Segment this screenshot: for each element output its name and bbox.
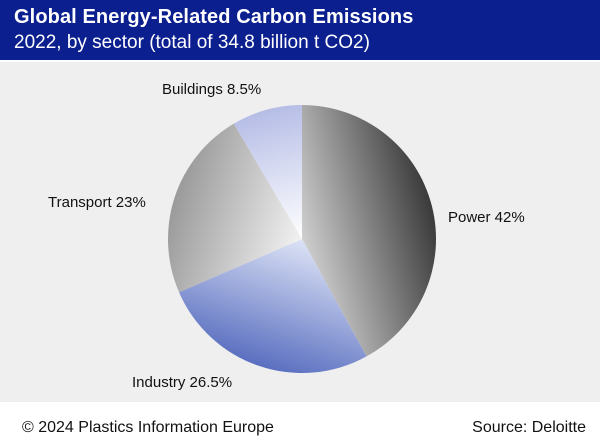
pie-label-power: Power 42% <box>448 209 525 226</box>
source-text: Source: Deloitte <box>472 419 586 436</box>
pie-label-industry: Industry 26.5% <box>132 374 232 391</box>
copyright-text: © 2024 Plastics Information Europe <box>22 419 274 436</box>
pie-slice-transport <box>168 123 302 293</box>
pie-slice-power <box>302 105 436 357</box>
pie-label-transport: Transport 23% <box>48 194 146 211</box>
pie-slice-buildings <box>233 105 302 239</box>
chart-plot-area: Power 42% Industry 26.5% Transport 23% Buil… <box>0 62 600 402</box>
chart-subtitle: 2022, by sector (total of 34.8 billion t… <box>14 32 370 53</box>
pie-chart: Power 42% Industry 26.5% Transport 23% Buil… <box>48 81 525 391</box>
chart-header: Global Energy-Related Carbon Emissions 2… <box>0 0 600 60</box>
pie-label-buildings: Buildings 8.5% <box>162 81 261 98</box>
pie-slice-industry <box>179 239 367 373</box>
chart-footer: © 2024 Plastics Information Europe Sourc… <box>0 402 600 443</box>
chart-title: Global Energy-Related Carbon Emissions <box>14 6 414 28</box>
